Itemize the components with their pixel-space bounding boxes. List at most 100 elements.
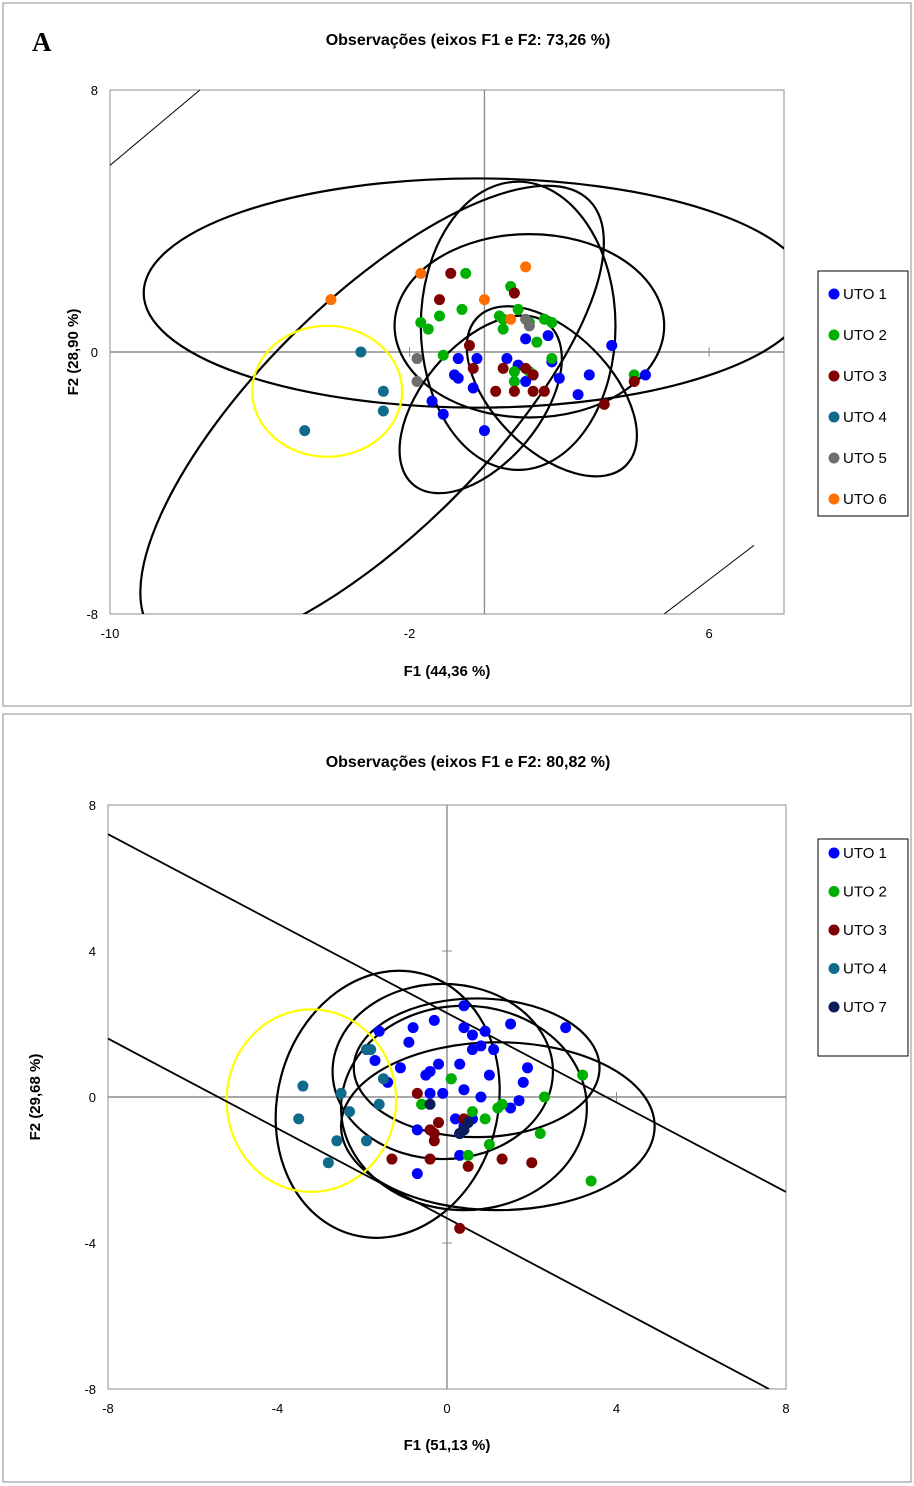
confidence-ellipse bbox=[274, 969, 501, 1239]
chart-a-points bbox=[299, 261, 651, 437]
data-point-uto-3 bbox=[526, 1157, 538, 1169]
data-point-uto-1 bbox=[560, 1022, 572, 1034]
chart-a-guide-lines bbox=[110, 90, 755, 614]
data-point-uto-5 bbox=[523, 320, 535, 332]
data-point-uto-3 bbox=[527, 369, 539, 381]
data-point-uto-1 bbox=[475, 1091, 487, 1103]
data-point-uto-1 bbox=[411, 1124, 423, 1136]
data-point-uto-3 bbox=[424, 1124, 436, 1136]
data-point-uto-2 bbox=[483, 1138, 495, 1150]
data-point-uto-2 bbox=[585, 1175, 597, 1187]
x-tick-label: -2 bbox=[404, 626, 416, 641]
confidence-ellipse bbox=[142, 177, 784, 409]
confidence-ellipse bbox=[339, 1041, 656, 1212]
data-point-uto-1 bbox=[479, 1025, 491, 1037]
data-point-uto-1 bbox=[407, 1022, 419, 1034]
confidence-ellipse bbox=[139, 184, 605, 614]
data-point-uto-4 bbox=[355, 346, 367, 358]
data-point-uto-3 bbox=[508, 385, 520, 397]
data-point-uto-2 bbox=[496, 1098, 508, 1110]
chart-panel-b: Observações (eixos F1 e F2: 80,82 %) -8-… bbox=[2, 713, 912, 1483]
chart-a-y-axis-title: F2 (28,90 %) bbox=[65, 309, 82, 396]
chart-b-legend-entries: UTO 1 UTO 2 UTO 3 UTO 4 UTO 7 bbox=[828, 845, 887, 1016]
panel-letter: A bbox=[32, 27, 52, 57]
x-tick-label: -4 bbox=[272, 1401, 284, 1416]
chart-a-legend-entries: UTO 1 UTO 2 UTO 3 UTO 4 UTO 5 UTO 6 bbox=[828, 286, 887, 508]
y-tick-label: -8 bbox=[86, 607, 98, 622]
data-point-uto-4 bbox=[377, 385, 389, 397]
chart-panel-a: A Observações (eixos F1 e F2: 73,26 %) -… bbox=[2, 2, 912, 707]
chart-b-ellipses bbox=[225, 969, 656, 1239]
chart-b-guide-lines bbox=[108, 833, 786, 1389]
y-tick-label: -4 bbox=[84, 1236, 96, 1251]
data-point-uto-1 bbox=[467, 382, 479, 394]
data-point-uto-2 bbox=[534, 1128, 546, 1139]
data-point-uto-1 bbox=[466, 1029, 478, 1041]
data-point-uto-5 bbox=[411, 353, 423, 365]
data-point-uto-4 bbox=[297, 1080, 309, 1092]
legend-marker bbox=[828, 847, 840, 859]
chart-b-tick-labels: -8 -4 0 4 8 -8 -4 0 4 8 bbox=[84, 798, 789, 1416]
data-point-uto-3 bbox=[497, 362, 509, 374]
data-point-uto-2 bbox=[415, 317, 427, 329]
data-point-uto-1 bbox=[520, 333, 532, 345]
data-point-uto-1 bbox=[542, 330, 554, 342]
legend-label: UTO 4 bbox=[843, 409, 887, 426]
data-point-uto-1 bbox=[449, 1113, 461, 1125]
data-point-uto-1 bbox=[411, 1168, 423, 1180]
data-point-uto-7 bbox=[454, 1128, 466, 1139]
data-point-uto-1 bbox=[452, 372, 464, 384]
chart-a-x-axis-title: F1 (44,36 %) bbox=[404, 663, 491, 680]
legend-marker bbox=[828, 1001, 840, 1013]
guide-line bbox=[663, 544, 755, 614]
data-point-uto-1 bbox=[572, 389, 584, 401]
y-tick-label: 4 bbox=[89, 944, 96, 959]
data-point-uto-1 bbox=[454, 1149, 466, 1161]
data-point-uto-4 bbox=[360, 1044, 372, 1056]
x-tick-label: -10 bbox=[101, 626, 120, 641]
data-point-uto-4 bbox=[335, 1087, 347, 1099]
confidence-ellipse bbox=[352, 997, 601, 1139]
chart-a-tick-labels: -10 -2 6 -8 0 8 bbox=[86, 83, 712, 641]
data-point-uto-2 bbox=[462, 1149, 474, 1161]
legend-marker bbox=[828, 452, 840, 464]
data-point-uto-3 bbox=[433, 1117, 445, 1129]
chart-b-points bbox=[293, 1000, 597, 1234]
data-point-uto-4 bbox=[293, 1113, 305, 1125]
data-point-uto-1 bbox=[426, 395, 438, 407]
chart-b-legend bbox=[817, 838, 909, 1057]
data-point-uto-4 bbox=[299, 425, 311, 437]
legend-label: UTO 1 bbox=[843, 845, 887, 862]
data-point-uto-1 bbox=[553, 372, 565, 384]
data-point-uto-1 bbox=[517, 1076, 529, 1088]
data-point-uto-2 bbox=[479, 1113, 491, 1125]
data-point-uto-3 bbox=[527, 385, 539, 397]
data-point-uto-2 bbox=[546, 353, 558, 365]
y-tick-label: 8 bbox=[91, 83, 98, 98]
legend-marker bbox=[828, 370, 840, 382]
data-point-uto-1 bbox=[501, 353, 513, 365]
data-point-uto-1 bbox=[520, 375, 532, 387]
data-point-uto-6 bbox=[478, 294, 490, 306]
guide-line bbox=[108, 833, 786, 1193]
data-point-uto-1 bbox=[513, 1095, 525, 1107]
confidence-ellipse bbox=[393, 232, 666, 419]
data-point-uto-1 bbox=[458, 1084, 470, 1096]
chart-a-legend bbox=[817, 270, 909, 517]
data-point-uto-4 bbox=[377, 405, 389, 417]
data-point-uto-2 bbox=[546, 317, 558, 329]
chart-b-title: Observações (eixos F1 e F2: 80,82 %) bbox=[326, 754, 611, 771]
data-point-uto-4 bbox=[373, 1098, 385, 1110]
data-point-uto-6 bbox=[415, 267, 427, 279]
confidence-ellipse bbox=[465, 305, 638, 478]
data-point-uto-2 bbox=[466, 1106, 478, 1118]
x-tick-label: 4 bbox=[613, 1401, 620, 1416]
chart-b-y-axis-title: F2 (29,68 %) bbox=[27, 1054, 44, 1141]
chart-b-x-axis-title: F1 (51,13 %) bbox=[404, 1437, 491, 1454]
data-point-uto-4 bbox=[377, 1073, 389, 1085]
data-point-uto-6 bbox=[505, 313, 517, 325]
y-tick-label: 0 bbox=[89, 1090, 96, 1105]
data-point-uto-1 bbox=[373, 1025, 385, 1037]
data-point-uto-1 bbox=[394, 1062, 406, 1074]
